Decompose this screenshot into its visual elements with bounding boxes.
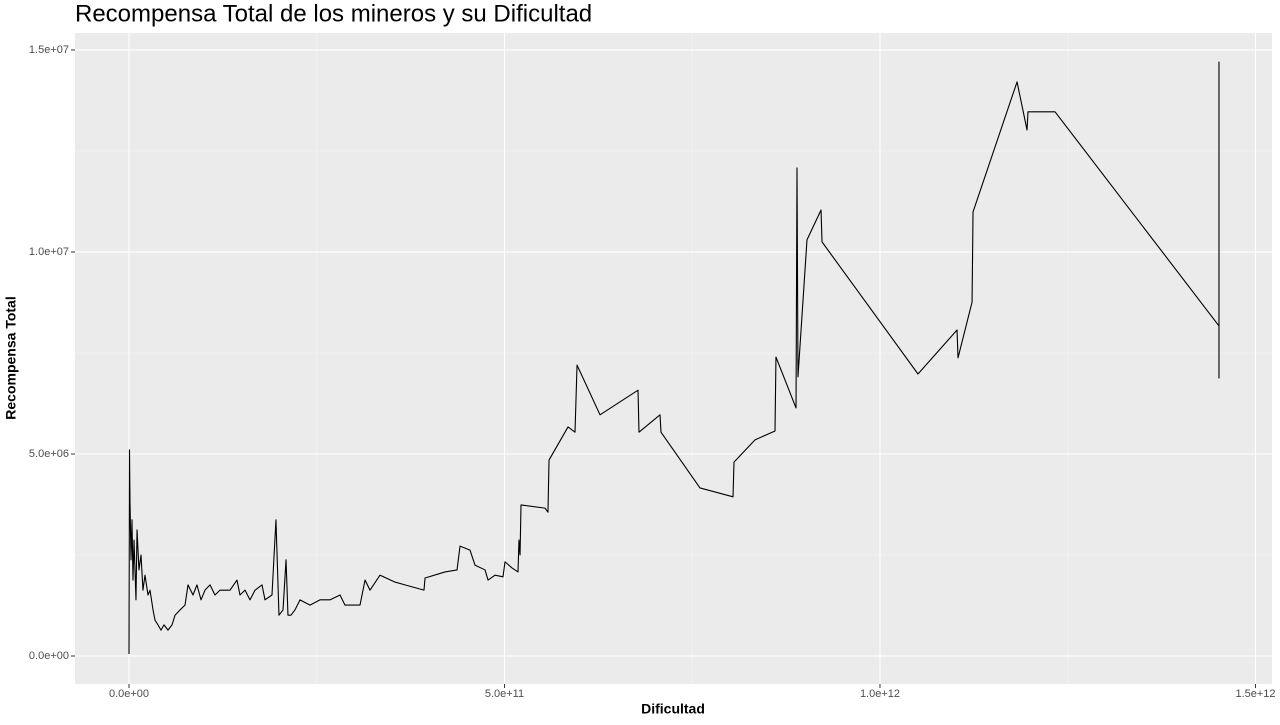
panel	[75, 33, 1272, 684]
y-axis-title: Recompensa Total	[3, 296, 19, 419]
data-line	[128, 61, 1220, 654]
x-tick-label: 0.0e+00	[109, 688, 149, 700]
x-tick-label: 1.5e+12	[1235, 688, 1275, 700]
y-tick-label: 1.5e+07	[29, 44, 69, 56]
y-tick-label: 1.0e+07	[29, 246, 69, 258]
grid	[75, 33, 1272, 684]
x-tick-label: 5.0e+11	[485, 688, 524, 700]
x-axis-title: Dificultad	[641, 701, 705, 717]
y-tick-label: 0.0e+00	[29, 650, 69, 662]
x-tick-label: 1.0e+12	[860, 688, 900, 700]
axes: 0.0e+00 5.0e+11 1.0e+12 1.5e+12 0.0e+00 5.0e+…	[29, 44, 1276, 700]
y-tick-label: 5.0e+06	[29, 448, 69, 460]
marks	[128, 61, 1220, 654]
chart-title: Recompensa Total de los mineros y su Dif…	[75, 0, 592, 27]
